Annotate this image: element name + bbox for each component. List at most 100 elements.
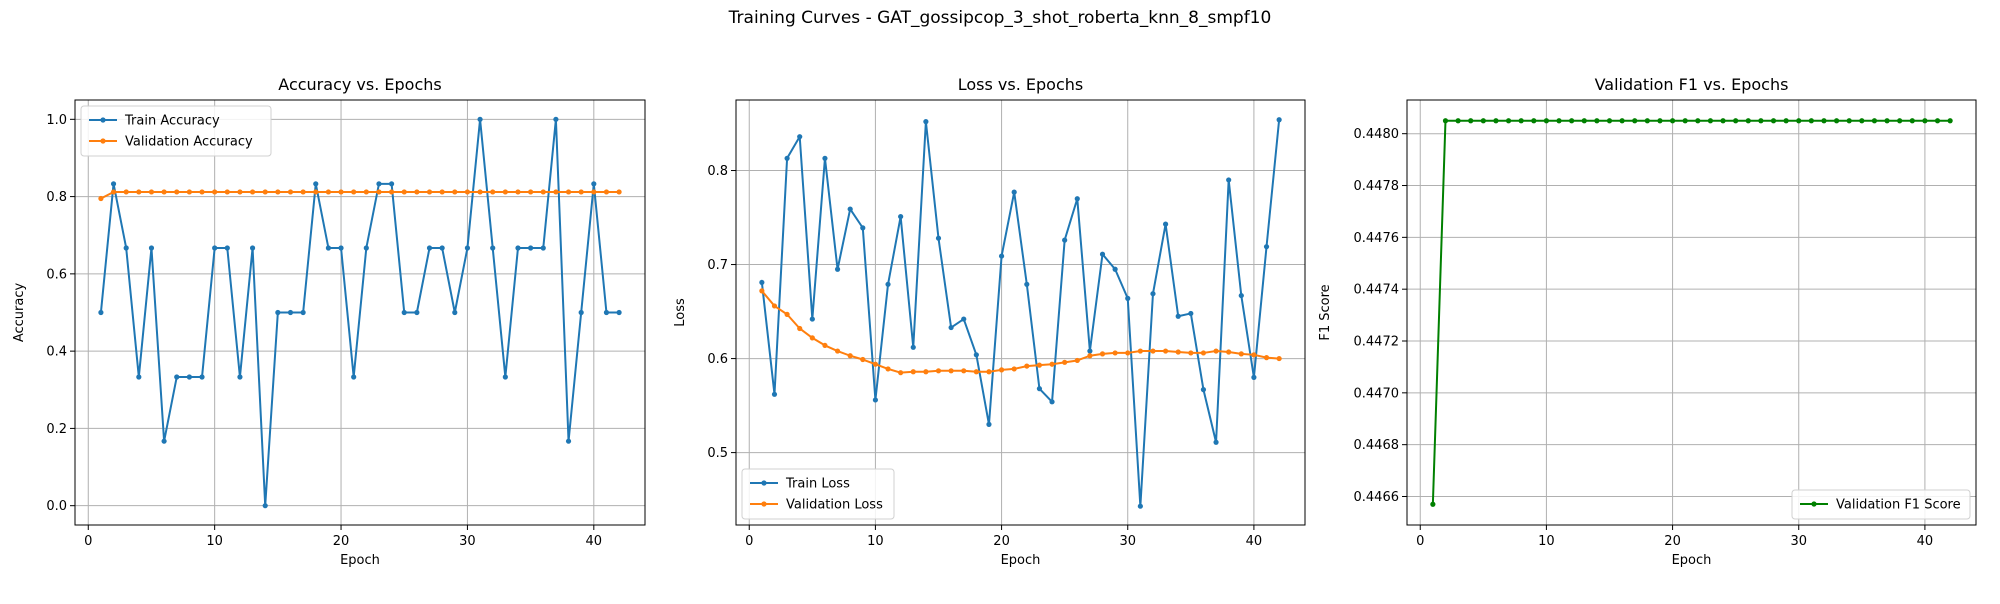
data-point	[1024, 281, 1030, 287]
data-point	[110, 181, 117, 187]
data-point	[363, 189, 369, 195]
data-point	[872, 361, 879, 367]
data-point	[1796, 118, 1802, 124]
data-point	[123, 189, 129, 195]
data-point	[426, 245, 433, 251]
data-point	[401, 189, 407, 195]
y-tick-label: 0.4480	[1354, 127, 1400, 142]
data-point	[1251, 352, 1257, 358]
legend-box	[1791, 489, 1971, 520]
data-point	[1581, 118, 1587, 124]
data-point	[1226, 349, 1232, 355]
data-point	[1062, 237, 1068, 243]
data-point	[186, 189, 192, 195]
data-point	[1934, 118, 1941, 124]
series-line-1	[760, 119, 1281, 508]
data-point	[325, 245, 332, 251]
data-point	[1150, 348, 1156, 354]
data-point	[1480, 118, 1486, 124]
data-point	[961, 316, 967, 322]
data-point	[822, 155, 828, 161]
x-axis-label: Epoch	[1672, 553, 1712, 568]
legend-label: Train Loss	[785, 477, 850, 492]
data-point	[923, 369, 929, 375]
data-point	[885, 366, 891, 372]
data-point	[998, 253, 1005, 259]
data-point	[325, 189, 332, 195]
y-tick-label: 0.0	[46, 499, 67, 514]
data-point	[376, 181, 382, 187]
data-point	[1594, 118, 1600, 124]
data-point	[313, 181, 319, 187]
data-point	[98, 195, 104, 202]
data-point	[502, 189, 508, 195]
x-tick-label: 20	[333, 534, 350, 549]
data-point	[1150, 291, 1156, 297]
data-point	[797, 134, 803, 140]
x-tick-label: 40	[586, 534, 603, 549]
data-point	[1657, 118, 1663, 124]
data-point	[553, 189, 559, 195]
data-point	[249, 245, 256, 251]
data-point	[935, 368, 942, 374]
data-point	[1455, 118, 1461, 124]
chart-title: Accuracy vs. Epochs	[278, 75, 441, 94]
data-point	[591, 189, 597, 195]
y-tick-label: 0.2	[46, 422, 67, 437]
data-point	[464, 189, 471, 195]
y-tick-label: 0.4466	[1354, 490, 1400, 505]
data-point	[148, 245, 155, 251]
y-axis-label: F1 Score	[1318, 284, 1333, 340]
data-point	[1707, 118, 1714, 124]
data-point	[174, 189, 180, 195]
data-point	[822, 342, 828, 349]
data-point	[439, 245, 445, 251]
data-point	[885, 281, 891, 287]
data-point	[452, 189, 458, 195]
legend: Train Accuracy Validation Accuracy	[80, 105, 272, 157]
data-point	[186, 374, 192, 380]
data-point	[338, 189, 344, 195]
data-point	[565, 438, 572, 444]
data-point	[540, 189, 546, 195]
data-point	[1947, 118, 1953, 124]
x-tick-label: 10	[1538, 534, 1555, 549]
data-point	[388, 189, 395, 195]
data-point	[1556, 118, 1562, 124]
data-point	[1238, 351, 1244, 357]
chart-panel-1: 0 10 20 30 40 0.0 0.2 0.4 0.6 0.8 1.0 Accuracy vs. …	[12, 75, 646, 568]
y-tick-label: 0.4	[46, 345, 67, 360]
data-point	[414, 189, 420, 195]
data-point	[262, 503, 268, 509]
data-point	[1175, 349, 1181, 355]
data-point	[161, 438, 167, 444]
y-tick-label: 1.0	[46, 113, 67, 128]
data-point	[973, 369, 979, 375]
data-point	[376, 189, 382, 195]
x-tick-label: 0	[745, 534, 753, 549]
data-point	[1543, 118, 1550, 124]
y-tick-label: 0.4470	[1354, 386, 1400, 401]
data-point	[1505, 118, 1512, 124]
chart-title: Validation F1 vs. Epochs	[1595, 75, 1789, 94]
data-point	[477, 189, 483, 195]
data-point	[1871, 118, 1878, 124]
data-point	[1049, 399, 1055, 405]
data-point	[528, 189, 534, 195]
data-point	[439, 189, 445, 195]
data-point	[898, 213, 904, 220]
data-point	[1669, 118, 1676, 124]
series-line-2	[761, 290, 1280, 374]
x-tick-label: 10	[206, 534, 223, 549]
data-point	[1442, 118, 1449, 124]
data-point	[1682, 118, 1688, 124]
data-point	[553, 116, 559, 122]
legend-swatch-marker	[100, 117, 106, 123]
data-point	[1099, 351, 1106, 357]
data-point	[1137, 503, 1143, 509]
data-point	[1200, 350, 1207, 356]
chart-panel-2: 0 10 20 30 40 0.5 0.6 0.7 0.8 Loss vs. Epochs Epoc…	[673, 75, 1306, 568]
x-tick-label: 40	[1917, 534, 1934, 549]
data-point	[1518, 118, 1524, 124]
data-point	[847, 206, 853, 212]
